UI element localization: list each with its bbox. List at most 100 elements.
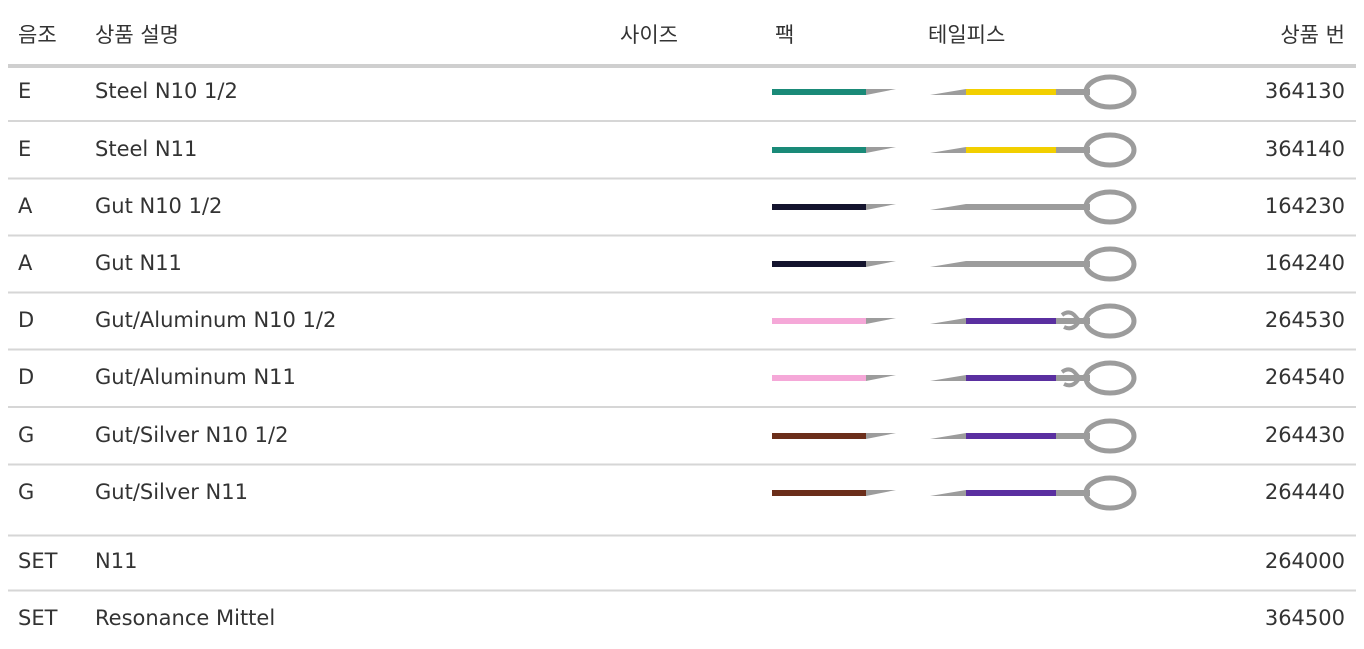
column-header: 음조 <box>18 23 57 47</box>
product-number: 264530 <box>1265 308 1345 332</box>
tail-end <box>930 318 966 324</box>
tailpiece-icon <box>930 418 1137 454</box>
tail-end <box>930 204 966 210</box>
pack-tip <box>866 490 896 496</box>
tail-gut <box>1056 490 1090 496</box>
tail-loop <box>1083 360 1137 396</box>
note: A <box>18 251 33 275</box>
description: Gut/Aluminum N11 <box>95 365 296 389</box>
description: Gut/Silver N10 1/2 <box>95 423 288 447</box>
pack-icon <box>772 433 896 439</box>
note: D <box>18 308 34 332</box>
description: Gut N11 <box>95 251 182 275</box>
product-number: 264440 <box>1265 480 1345 504</box>
tailpiece-icon <box>930 132 1137 168</box>
note: G <box>18 480 34 504</box>
pack-icon <box>772 490 896 496</box>
product-number: 364140 <box>1265 137 1345 161</box>
description: Resonance Mittel <box>95 606 275 630</box>
tail-gut <box>1056 433 1090 439</box>
pack-tip <box>866 318 896 324</box>
tail-end <box>930 375 966 381</box>
tail-end <box>930 89 966 95</box>
tail-wrap <box>966 375 1056 381</box>
description: Gut N10 1/2 <box>95 194 222 218</box>
tail-gut <box>1056 147 1090 153</box>
column-header: 팩 <box>775 23 794 47</box>
pack-string <box>772 375 866 381</box>
pack-tip <box>866 89 896 95</box>
pack-string <box>772 204 866 210</box>
tail-loop <box>1083 74 1137 110</box>
tail-knot <box>1060 367 1090 388</box>
tail-wrap <box>966 147 1056 153</box>
tail-loop <box>1083 418 1137 454</box>
product-number: 264540 <box>1265 365 1345 389</box>
description: Steel N10 1/2 <box>95 79 238 103</box>
tail-end <box>930 147 966 153</box>
tailpiece-icon <box>930 246 1137 282</box>
tail-loop <box>1083 132 1137 168</box>
tail-gut <box>1056 375 1090 381</box>
tail-loop <box>1083 475 1137 511</box>
tail-loop <box>1083 303 1137 339</box>
note: E <box>18 137 31 161</box>
pack-tip <box>866 204 896 210</box>
pack-string <box>772 261 866 267</box>
pack-icon <box>772 89 896 95</box>
tail-knot <box>1060 310 1090 331</box>
pack-tip <box>866 147 896 153</box>
note: G <box>18 423 34 447</box>
description: N11 <box>95 549 137 573</box>
pack-icon <box>772 204 896 210</box>
description: Steel N11 <box>95 137 197 161</box>
column-header: 상품 번 <box>1280 23 1345 47</box>
tail-gut <box>1056 89 1090 95</box>
pack-tip <box>866 433 896 439</box>
note: E <box>18 79 31 103</box>
pack-icon <box>772 375 896 381</box>
description: Gut/Silver N11 <box>95 480 248 504</box>
product-number: 264000 <box>1265 549 1345 573</box>
tailpiece-icon <box>930 189 1137 225</box>
tail-wrap <box>966 433 1056 439</box>
column-header: 사이즈 <box>620 23 678 47</box>
product-number: 364130 <box>1265 79 1345 103</box>
tail-wrap <box>966 261 1056 267</box>
tail-gut <box>1056 318 1090 324</box>
column-header: 상품 설명 <box>95 23 179 47</box>
note: A <box>18 194 33 218</box>
product-number: 164230 <box>1265 194 1345 218</box>
tailpiece-icon <box>930 303 1137 339</box>
note: SET <box>18 606 58 630</box>
tail-loop <box>1083 189 1137 225</box>
tail-gut <box>1056 261 1090 267</box>
pack-string <box>772 318 866 324</box>
tail-loop <box>1083 246 1137 282</box>
note: D <box>18 365 34 389</box>
tail-gut <box>1056 204 1090 210</box>
product-number: 264430 <box>1265 423 1345 447</box>
tail-end <box>930 490 966 496</box>
pack-icon <box>772 318 896 324</box>
pack-icon <box>772 147 896 153</box>
column-header: 테일피스 <box>928 23 1005 47</box>
tailpiece-icon <box>930 74 1137 110</box>
description: Gut/Aluminum N10 1/2 <box>95 308 336 332</box>
pack-tip <box>866 375 896 381</box>
note: SET <box>18 549 58 573</box>
tail-end <box>930 433 966 439</box>
tail-wrap <box>966 490 1056 496</box>
tail-wrap <box>966 89 1056 95</box>
pack-string <box>772 89 866 95</box>
tail-wrap <box>966 204 1056 210</box>
product-number: 364500 <box>1265 606 1345 630</box>
tailpiece-icon <box>930 360 1137 396</box>
product-number: 164240 <box>1265 251 1345 275</box>
tailpiece-icon <box>930 475 1137 511</box>
tail-wrap <box>966 318 1056 324</box>
pack-string <box>772 490 866 496</box>
pack-string <box>772 433 866 439</box>
